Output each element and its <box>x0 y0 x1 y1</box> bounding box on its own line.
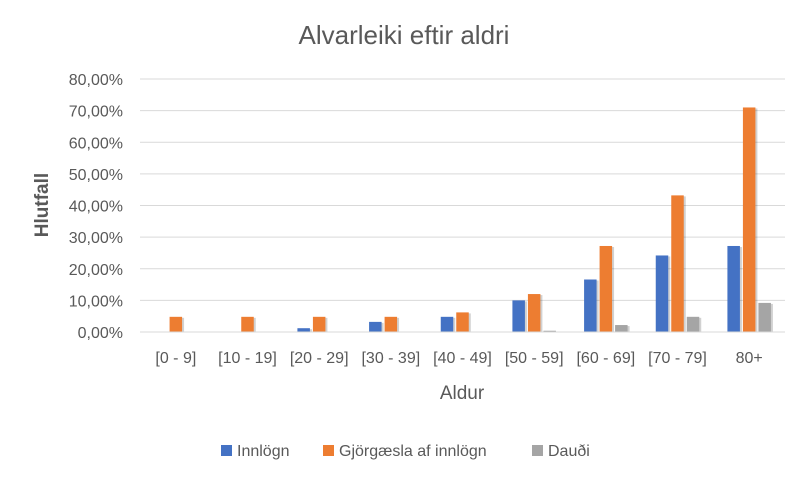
bar-8-2 <box>758 302 771 332</box>
x-tick-label: [10 - 19] <box>218 350 277 367</box>
bar-6-1 <box>599 245 613 332</box>
y-tick-label: 10,00% <box>69 293 123 310</box>
y-tick-label: 70,00% <box>69 104 123 121</box>
x-tick-label: [20 - 29] <box>290 350 349 367</box>
y-tick-label: 50,00% <box>69 167 123 184</box>
legend-swatch <box>532 445 543 456</box>
bar-1-1 <box>241 316 254 332</box>
x-tick-label: [50 - 59] <box>505 350 564 367</box>
bar-6-2 <box>615 325 628 332</box>
x-tick-label: [70 - 79] <box>648 350 707 367</box>
x-tick-label: [40 - 49] <box>433 350 492 367</box>
y-tick-label: 0,00% <box>78 325 123 342</box>
bar-8-0 <box>727 245 740 332</box>
bar-5-0 <box>512 300 525 332</box>
y-tick-label: 80,00% <box>69 72 123 89</box>
x-tick-label: [60 - 69] <box>576 350 635 367</box>
chart-title: Alvarleiki eftir aldri <box>299 20 510 50</box>
bar-7-1 <box>671 195 684 332</box>
gridlines <box>140 78 785 301</box>
x-axis-title: Aldur <box>440 383 485 404</box>
y-tick-label: 30,00% <box>69 230 123 247</box>
x-tick-label: [0 - 9] <box>155 350 196 367</box>
x-tick-label: [30 - 39] <box>361 350 420 367</box>
y-tick-label: 40,00% <box>69 199 123 216</box>
y-axis-title: Hlutfall <box>32 173 53 237</box>
x-tick-label: 80+ <box>736 350 763 367</box>
bar-4-0 <box>440 316 454 332</box>
legend-swatch <box>323 445 334 456</box>
bar-3-0 <box>369 321 382 332</box>
y-axis-ticks: 0,00% 10,00% 20,00% 30,00% 40,00% 50,00% 60,00… <box>69 72 123 342</box>
bars <box>169 107 773 333</box>
bar-7-0 <box>655 255 669 332</box>
legend-swatch <box>221 445 232 456</box>
bar-5-1 <box>527 294 541 332</box>
bar-7-2 <box>686 316 700 332</box>
bar-8-1 <box>742 107 756 333</box>
legend-label: Innlögn <box>237 443 290 460</box>
bar-5-2 <box>543 330 556 332</box>
bar-2-0 <box>297 328 310 332</box>
legend: Innlögn Gjörgæsla af innlögn Dauði <box>221 443 590 460</box>
legend-label: Dauði <box>548 443 590 460</box>
bar-4-1 <box>456 312 469 332</box>
bar-3-1 <box>384 316 398 332</box>
bar-6-0 <box>584 279 597 332</box>
y-tick-label: 20,00% <box>69 262 123 279</box>
y-tick-label: 60,00% <box>69 135 123 152</box>
legend-label: Gjörgæsla af innlögn <box>339 443 487 460</box>
x-axis-ticks: [0 - 9] [10 - 19] [20 - 29] [30 - 39] [40 - … <box>155 350 762 367</box>
bar-2-1 <box>312 316 326 332</box>
bar-0-1 <box>169 316 183 332</box>
